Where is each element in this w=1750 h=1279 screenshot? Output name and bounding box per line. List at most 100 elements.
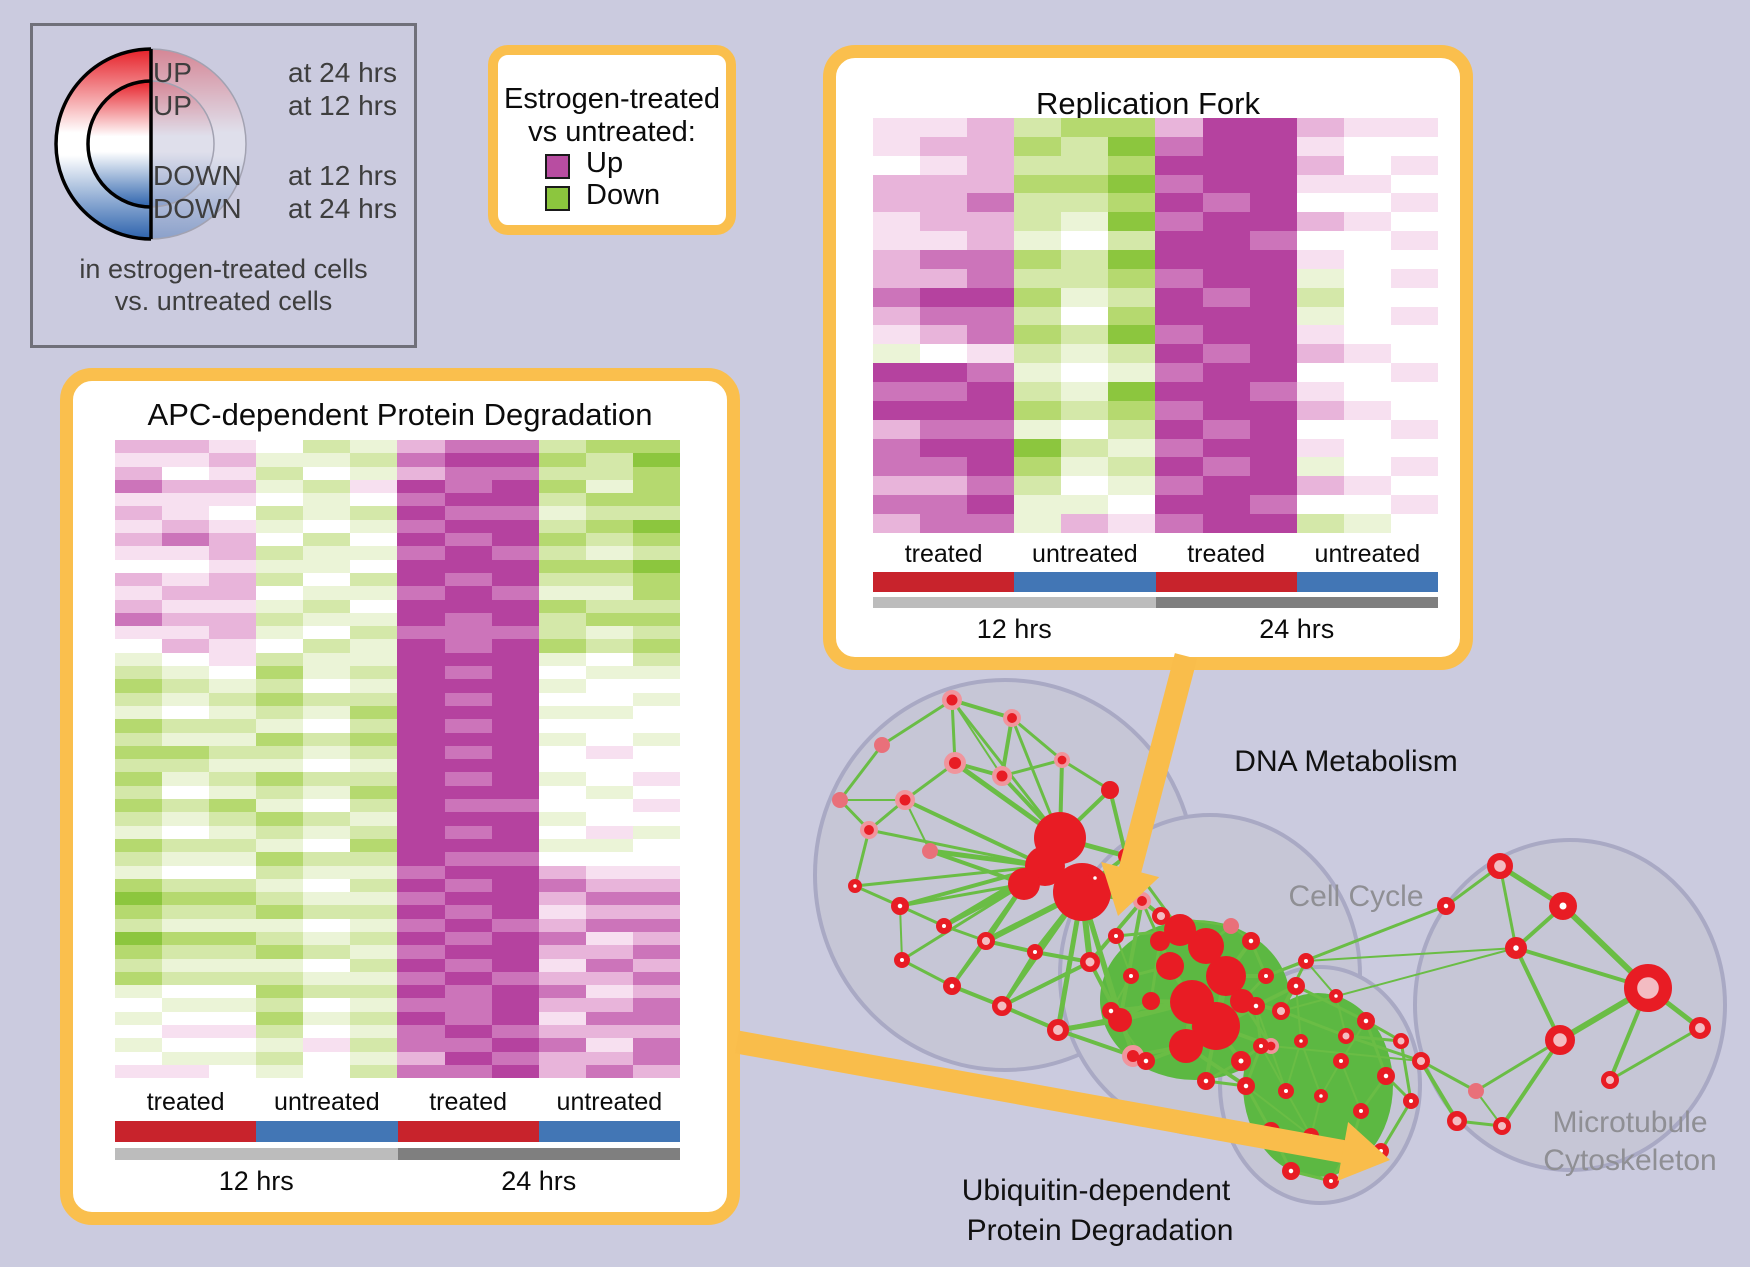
heatmap-cell xyxy=(115,812,163,826)
heatmap-row xyxy=(115,479,680,494)
heatmap-cell xyxy=(1249,250,1297,269)
heatmap-cell xyxy=(632,892,680,906)
network-edge xyxy=(1295,984,1367,1023)
heatmap-cell xyxy=(115,572,163,587)
network-edge xyxy=(1118,1019,1135,1057)
heatmap-cell xyxy=(256,905,304,919)
network-edge xyxy=(1320,1060,1342,1097)
network-edge xyxy=(1079,891,1123,1021)
heatmap-cell xyxy=(538,586,586,600)
network-edge xyxy=(1340,1020,1367,1062)
heatmap-cell xyxy=(1014,495,1062,515)
heatmap-cell xyxy=(585,692,633,706)
network-edge xyxy=(1001,758,1063,778)
heatmap-cell xyxy=(209,546,257,560)
heatmap-cell xyxy=(920,174,968,194)
heatmap-cell xyxy=(491,572,539,587)
heatmap-cell xyxy=(209,533,257,547)
heatmap-cell xyxy=(115,958,163,972)
heatmap-cell xyxy=(491,745,539,760)
network-edge xyxy=(1295,985,1302,1042)
heatmap-cell xyxy=(444,479,492,494)
heatmap-cell xyxy=(967,250,1015,269)
heatmap-cell xyxy=(873,250,921,269)
updown-gradient-circles-icon xyxy=(54,47,247,241)
heatmap-cell xyxy=(873,457,921,477)
heatmap-cell xyxy=(303,852,351,866)
network-node-red xyxy=(1034,812,1086,864)
heatmap-cell xyxy=(538,1064,586,1079)
network-edge xyxy=(1159,928,1181,943)
heatmap-cell xyxy=(162,533,210,547)
heatmap-cell xyxy=(162,998,210,1012)
network-edge xyxy=(901,958,953,988)
network-edge xyxy=(1001,960,1091,1008)
arrow-head-apc-to-ubiquitin xyxy=(1337,1121,1390,1181)
heatmap-row xyxy=(115,599,680,613)
heatmap-cell xyxy=(397,998,445,1012)
heatmap-cell xyxy=(491,519,539,534)
heatmap-cell xyxy=(162,1011,210,1026)
heatmap-cell xyxy=(115,971,163,986)
heatmap-cell xyxy=(303,998,351,1012)
heatmap-cell xyxy=(1014,382,1062,401)
heatmap-cell xyxy=(1343,306,1391,326)
edge-density-blob xyxy=(1100,920,1290,1080)
network-edge xyxy=(899,904,945,928)
heatmap-cell xyxy=(491,1051,539,1065)
heatmap-row xyxy=(873,174,1438,194)
heatmap-cell xyxy=(303,905,351,919)
heatmap-cell xyxy=(491,466,539,480)
heatmap-cell xyxy=(397,985,445,999)
heatmap-cell xyxy=(967,514,1015,533)
heatmap-cell xyxy=(538,546,586,560)
heatmap-cell xyxy=(397,785,445,800)
heatmap-cell xyxy=(162,825,210,839)
heatmap-cell xyxy=(1108,495,1156,515)
network-node-white-center xyxy=(936,918,952,934)
heatmap-cell xyxy=(444,905,492,919)
heatmap-cell xyxy=(538,971,586,986)
heatmap-cell xyxy=(303,1011,351,1026)
network-edge xyxy=(1119,999,1193,1023)
heatmap-cell xyxy=(162,453,210,467)
heatmap-cell xyxy=(632,546,680,560)
heatmap-cell xyxy=(967,174,1015,194)
heatmap-cell xyxy=(397,705,445,720)
heatmap-cell xyxy=(1249,212,1297,232)
heatmap-cell xyxy=(1390,495,1438,515)
network-node-pink-ring xyxy=(860,821,879,840)
network-edge xyxy=(1445,864,1501,908)
network-edge xyxy=(1204,944,1244,1003)
heatmap-cell xyxy=(350,572,398,587)
heatmap-row xyxy=(115,1038,680,1052)
heatmap-cell xyxy=(256,865,304,879)
heatmap-cell xyxy=(1014,457,1062,477)
network-edge xyxy=(1279,985,1298,1012)
legend-down-12-time: at 12 hrs xyxy=(288,160,397,191)
heatmap-cell xyxy=(1061,495,1109,515)
heatmap-cell xyxy=(162,945,210,959)
heatmap-cell xyxy=(1061,118,1109,137)
heatmap-cell xyxy=(538,785,586,800)
heatmap-cell xyxy=(350,453,398,467)
cluster-label: Cytoskeleton xyxy=(1543,1144,1716,1177)
heatmap-cell xyxy=(491,998,539,1012)
heatmap-cell xyxy=(585,626,633,640)
heatmap-cell xyxy=(115,878,163,893)
heatmap-cell xyxy=(491,931,539,946)
heatmap-cell xyxy=(585,838,633,853)
heatmap-cell xyxy=(115,692,163,706)
heatmap-cell xyxy=(162,506,210,520)
heatmap-row xyxy=(115,892,680,906)
heatmap-cell xyxy=(397,732,445,746)
heatmap-row xyxy=(115,572,680,587)
network-node-red xyxy=(1008,868,1040,900)
network-node-white-center xyxy=(891,897,909,915)
heatmap-cell xyxy=(115,719,163,733)
network-edge xyxy=(1124,855,1144,902)
heatmap-cell xyxy=(256,1011,304,1026)
heatmap-cell xyxy=(397,931,445,946)
heatmap-cell xyxy=(967,495,1015,515)
heatmap-cell xyxy=(1343,514,1391,533)
